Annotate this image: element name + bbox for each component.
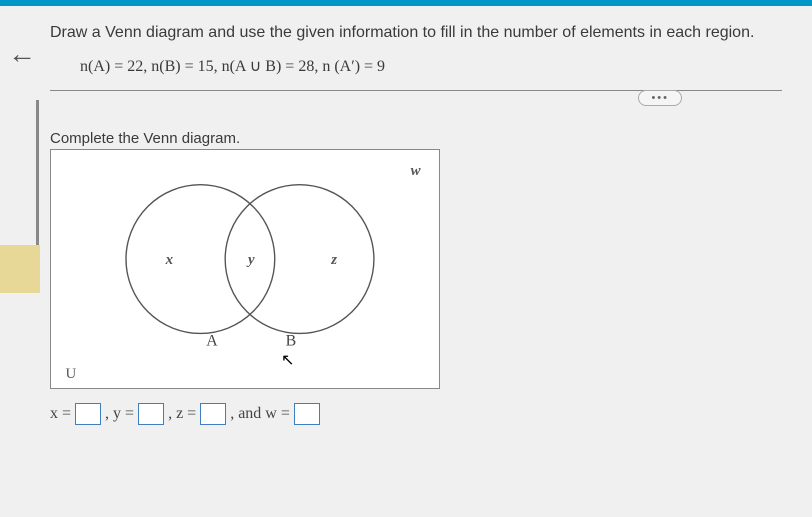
region-x-label: x — [165, 252, 174, 268]
answer-input-y[interactable] — [138, 403, 164, 425]
venn-svg: x y z w A B U — [51, 150, 439, 388]
universe-u-label: U — [66, 366, 77, 382]
set-b-label: B — [286, 332, 297, 349]
answer-input-z[interactable] — [200, 403, 226, 425]
venn-diagram-container: x y z w A B U ↖ — [50, 149, 440, 389]
answer-line: x = , y = , z = , and w = — [50, 403, 782, 425]
answer-input-x[interactable] — [75, 403, 101, 425]
main-content: Draw a Venn diagram and use the given in… — [0, 6, 812, 435]
answer-sep-y: , y = — [105, 405, 134, 423]
region-z-label: z — [330, 252, 337, 268]
answer-sep-w: , and w = — [230, 405, 290, 423]
answer-sep-z: , z = — [168, 405, 196, 423]
given-formula: n(A) = 22, n(B) = 15, n(A ∪ B) = 28, n (… — [80, 56, 782, 76]
left-highlight-marker — [0, 245, 40, 293]
region-y-label: y — [246, 252, 255, 268]
set-a-label: A — [206, 332, 218, 349]
expand-pill-button[interactable]: ••• — [638, 90, 682, 106]
section-label: Complete the Venn diagram. — [50, 130, 782, 147]
answer-prefix-x: x = — [50, 405, 71, 423]
divider-row: ••• — [50, 90, 782, 110]
region-w-label: w — [411, 163, 421, 179]
instruction-text: Draw a Venn diagram and use the given in… — [50, 24, 782, 42]
answer-input-w[interactable] — [294, 403, 320, 425]
back-arrow-button[interactable]: ← — [8, 38, 36, 70]
